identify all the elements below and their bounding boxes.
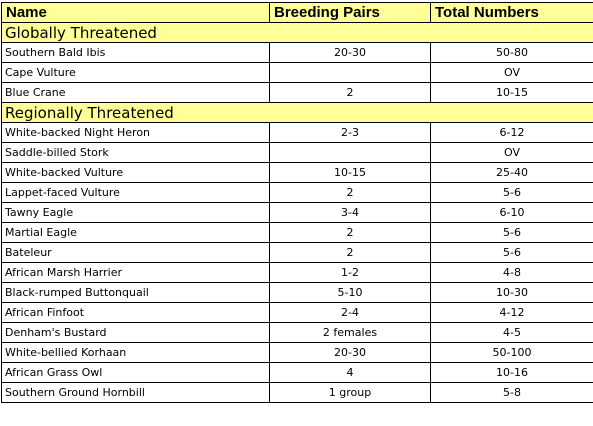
total-numbers-cell: 4-8 <box>430 262 593 283</box>
breeding-pairs-cell: 2 <box>269 182 431 203</box>
total-numbers-cell: 6-10 <box>430 202 593 223</box>
total-numbers-cell: 5-6 <box>430 242 593 263</box>
table-header: Name Breeding Pairs Total Numbers <box>1 2 593 23</box>
breeding-pairs-cell: 1 group <box>269 382 431 403</box>
header-name: Name <box>1 2 270 23</box>
table-row: White-backed Vulture 10-15 25-40 <box>1 162 593 183</box>
total-numbers-cell: 4-5 <box>430 322 593 343</box>
breeding-pairs-cell: 2 <box>269 242 431 263</box>
breeding-pairs-cell: 4 <box>269 362 431 383</box>
total-numbers-cell: 10-15 <box>430 82 593 103</box>
breeding-pairs-cell: 2 <box>269 82 431 103</box>
species-name-cell: White-backed Vulture <box>1 162 270 183</box>
total-numbers-cell: 10-16 <box>430 362 593 383</box>
section-row: Regionally Threatened <box>1 102 593 123</box>
breeding-pairs-cell: 20-30 <box>269 42 431 63</box>
breeding-pairs-cell: 2 <box>269 222 431 243</box>
total-numbers-cell: 5-6 <box>430 222 593 243</box>
table-row: Denham's Bustard 2 females 4-5 <box>1 322 593 343</box>
breeding-pairs-cell: 2-3 <box>269 122 431 143</box>
table-row: Tawny Eagle 3-4 6-10 <box>1 202 593 223</box>
section-row: Globally Threatened <box>1 22 593 43</box>
species-name-cell: Denham's Bustard <box>1 322 270 343</box>
total-numbers-cell: OV <box>430 142 593 163</box>
breeding-pairs-cell: 5-10 <box>269 282 431 303</box>
table-row: Southern Bald Ibis 20-30 50-80 <box>1 42 593 63</box>
species-name-cell: Martial Eagle <box>1 222 270 243</box>
total-numbers-cell: 5-8 <box>430 382 593 403</box>
species-name-cell: Blue Crane <box>1 82 270 103</box>
table-row: Cape Vulture OV <box>1 62 593 83</box>
breeding-pairs-cell: 2-4 <box>269 302 431 323</box>
species-name-cell: Tawny Eagle <box>1 202 270 223</box>
table-row: Lappet-faced Vulture 2 5-6 <box>1 182 593 203</box>
species-name-cell: Bateleur <box>1 242 270 263</box>
section-title: Regionally Threatened <box>1 102 593 123</box>
header-breeding-pairs: Breeding Pairs <box>269 2 431 23</box>
header-row: Name Breeding Pairs Total Numbers <box>1 2 593 23</box>
table-row: White-backed Night Heron 2-3 6-12 <box>1 122 593 143</box>
header-total-numbers: Total Numbers <box>430 2 593 23</box>
species-name-cell: Lappet-faced Vulture <box>1 182 270 203</box>
table-row: Southern Ground Hornbill 1 group 5-8 <box>1 382 593 403</box>
table-row: Blue Crane 2 10-15 <box>1 82 593 103</box>
species-name-cell: White-backed Night Heron <box>1 122 270 143</box>
breeding-pairs-cell <box>269 142 431 163</box>
species-table: Name Breeding Pairs Total Numbers Global… <box>1 2 593 403</box>
breeding-pairs-cell: 2 females <box>269 322 431 343</box>
species-name-cell: Cape Vulture <box>1 62 270 83</box>
breeding-pairs-cell: 20-30 <box>269 342 431 363</box>
species-name-cell: Black-rumped Buttonquail <box>1 282 270 303</box>
total-numbers-cell: 50-80 <box>430 42 593 63</box>
breeding-pairs-cell <box>269 62 431 83</box>
species-name-cell: African Finfoot <box>1 302 270 323</box>
table-body: Globally Threatened Southern Bald Ibis 20-… <box>1 22 593 403</box>
total-numbers-cell: 4-12 <box>430 302 593 323</box>
species-name-cell: White-bellied Korhaan <box>1 342 270 363</box>
total-numbers-cell: 50-100 <box>430 342 593 363</box>
table-row: Martial Eagle 2 5-6 <box>1 222 593 243</box>
table-row: Saddle-billed Stork OV <box>1 142 593 163</box>
species-name-cell: Saddle-billed Stork <box>1 142 270 163</box>
table-row: African Marsh Harrier 1-2 4-8 <box>1 262 593 283</box>
breeding-pairs-cell: 1-2 <box>269 262 431 283</box>
breeding-pairs-cell: 3-4 <box>269 202 431 223</box>
species-name-cell: Southern Bald Ibis <box>1 42 270 63</box>
species-name-cell: Southern Ground Hornbill <box>1 382 270 403</box>
section-title: Globally Threatened <box>1 22 593 43</box>
table-row: Black-rumped Buttonquail 5-10 10-30 <box>1 282 593 303</box>
table-row: African Grass Owl 4 10-16 <box>1 362 593 383</box>
total-numbers-cell: 6-12 <box>430 122 593 143</box>
table-row: African Finfoot 2-4 4-12 <box>1 302 593 323</box>
total-numbers-cell: OV <box>430 62 593 83</box>
breeding-pairs-cell: 10-15 <box>269 162 431 183</box>
species-name-cell: African Grass Owl <box>1 362 270 383</box>
total-numbers-cell: 10-30 <box>430 282 593 303</box>
table-row: Bateleur 2 5-6 <box>1 242 593 263</box>
table-row: White-bellied Korhaan 20-30 50-100 <box>1 342 593 363</box>
total-numbers-cell: 5-6 <box>430 182 593 203</box>
total-numbers-cell: 25-40 <box>430 162 593 183</box>
species-name-cell: African Marsh Harrier <box>1 262 270 283</box>
